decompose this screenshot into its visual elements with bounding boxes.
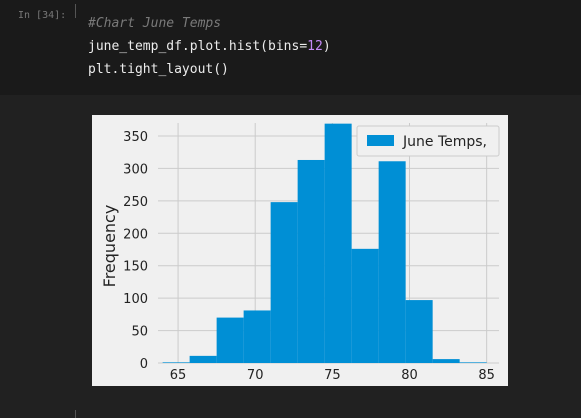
histogram-bar	[244, 310, 271, 363]
legend-swatch	[367, 135, 394, 146]
histogram-bar	[217, 318, 244, 363]
histogram-figure: 0 50 100 150 200 250 300 350 65 70 75 80 85 Frequen…	[92, 115, 508, 386]
legend: June Temps,	[357, 126, 499, 156]
code-bins-number: 12	[307, 39, 323, 54]
y-tick-label: 250	[123, 195, 148, 210]
code-hist-call: june_temp_df.plot.hist(bins=	[88, 39, 307, 54]
y-tick-label: 350	[123, 130, 148, 145]
legend-label: June Temps,	[402, 134, 487, 150]
histogram-chart: 0 50 100 150 200 250 300 350 65 70 75 80 85 Frequen…	[92, 115, 508, 386]
x-tick-labels: 65 70 75 80 85	[170, 368, 495, 383]
y-tick-label: 200	[123, 227, 148, 242]
cell-divider	[75, 4, 76, 18]
histogram-bar	[271, 202, 298, 363]
code-editor[interactable]: #Chart June Temps june_temp_df.plot.hist(…	[88, 12, 331, 81]
histogram-bars	[163, 124, 487, 363]
histogram-bar	[433, 359, 460, 363]
histogram-bar	[406, 300, 433, 363]
histogram-bar	[379, 161, 406, 363]
code-line-comment: #Chart June Temps	[88, 12, 331, 35]
histogram-bar	[352, 249, 379, 363]
y-tick-label: 150	[123, 260, 148, 275]
x-tick-label: 80	[401, 368, 418, 383]
cell-divider-bottom	[75, 410, 76, 418]
y-tick-label: 50	[131, 325, 148, 340]
histogram-bar	[460, 362, 487, 363]
x-tick-label: 65	[170, 368, 187, 383]
code-cell[interactable]: In [34]: #Chart June Temps june_temp_df.p…	[0, 0, 581, 95]
x-tick-label: 75	[324, 368, 341, 383]
x-tick-label: 85	[478, 368, 495, 383]
x-tick-label: 70	[247, 368, 264, 383]
histogram-bar	[163, 362, 190, 363]
y-tick-labels: 0 50 100 150 200 250 300 350	[123, 130, 148, 372]
code-line-hist: june_temp_df.plot.hist(bins=12)	[88, 35, 331, 58]
y-tick-label: 300	[123, 162, 148, 177]
histogram-bar	[298, 160, 325, 363]
code-line-layout: plt.tight_layout()	[88, 58, 331, 81]
code-hist-close: )	[323, 39, 331, 54]
histogram-bar	[190, 356, 217, 363]
y-axis-label: Frequency	[100, 205, 119, 288]
y-tick-label: 0	[140, 357, 148, 372]
cell-prompt: In [34]:	[18, 10, 66, 21]
y-tick-label: 100	[123, 292, 148, 307]
histogram-bar	[325, 124, 352, 363]
